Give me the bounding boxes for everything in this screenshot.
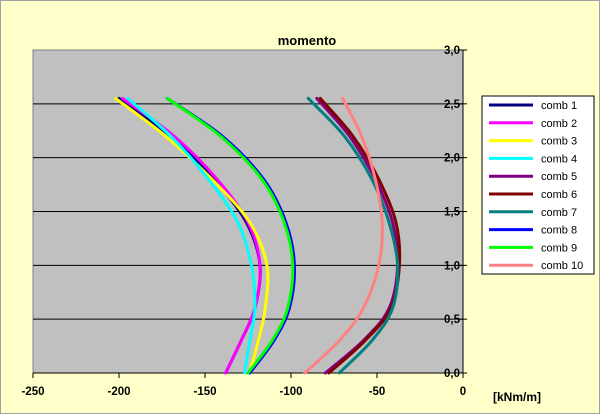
series-line xyxy=(318,96,402,375)
y-tick-label: 3,0 xyxy=(444,45,460,57)
x-tick-label: 0 xyxy=(460,386,466,398)
series-line xyxy=(165,96,295,375)
legend-label: comb 7 xyxy=(541,207,577,219)
legend-label: comb 10 xyxy=(541,260,583,272)
legend-label: comb 5 xyxy=(541,171,577,183)
legend: comb 1 comb 2 comb 3 comb 4 comb 5 comb 6 comb… xyxy=(481,95,595,275)
y-tick-label: 1,5 xyxy=(444,207,461,219)
series-line xyxy=(120,96,262,375)
y-tick-label: 2,0 xyxy=(444,153,460,165)
legend-label: comb 4 xyxy=(541,153,577,165)
legend-label: comb 6 xyxy=(541,189,577,201)
legend-label: comb 8 xyxy=(541,225,577,237)
series-lines xyxy=(114,96,402,375)
legend-label: comb 9 xyxy=(541,242,577,254)
grid-lines xyxy=(33,103,463,320)
y-axis: 0,0 0,5 1,0 1,5 2,0 2,5 3,0 xyxy=(444,45,467,380)
legend-label: comb 1 xyxy=(541,100,577,112)
legend-label: comb 3 xyxy=(541,136,577,148)
legend-box xyxy=(481,95,595,275)
chart-title: momento xyxy=(278,33,337,48)
x-axis: -250 -200 -150 -100 -50 0 xyxy=(21,372,466,398)
y-tick-label: 1,0 xyxy=(444,260,460,272)
y-tick-label: 2,5 xyxy=(444,99,461,111)
x-tick-label: -50 xyxy=(369,386,386,398)
series-line xyxy=(303,96,384,375)
x-tick-label: -100 xyxy=(279,386,302,398)
legend-label: comb 2 xyxy=(541,118,577,130)
x-tick-label: -150 xyxy=(193,386,216,398)
series-line xyxy=(126,96,257,375)
series-line xyxy=(114,96,270,375)
x-tick-label: -250 xyxy=(21,386,44,398)
x-axis-label: [kNm/m] xyxy=(493,390,541,404)
y-tick-label: 0,0 xyxy=(444,368,460,380)
x-tick-label: -200 xyxy=(107,386,130,398)
series-line xyxy=(306,96,400,375)
y-tick-label: 0,5 xyxy=(444,314,461,326)
